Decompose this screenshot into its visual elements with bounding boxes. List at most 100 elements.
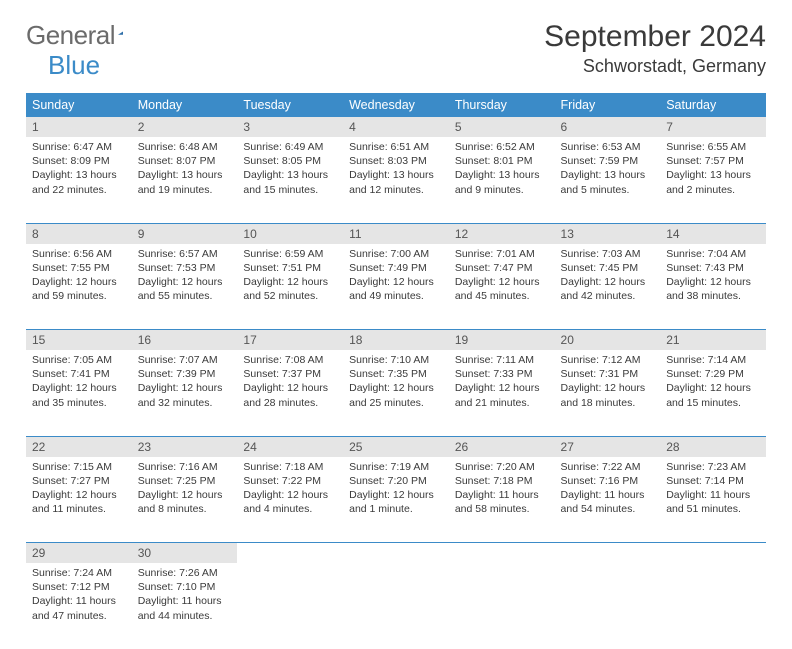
day-number-cell <box>555 543 661 564</box>
day-number-cell: 2 <box>132 117 238 137</box>
weekday-header: Saturday <box>660 93 766 117</box>
day-number-cell: 16 <box>132 330 238 351</box>
day-details: Sunrise: 7:20 AMSunset: 7:18 PMDaylight:… <box>455 460 549 517</box>
day-cell: Sunrise: 7:18 AMSunset: 7:22 PMDaylight:… <box>237 457 343 543</box>
title-block: September 2024 Schworstadt, Germany <box>544 20 766 77</box>
day-details: Sunrise: 6:48 AMSunset: 8:07 PMDaylight:… <box>138 140 232 197</box>
month-title: September 2024 <box>544 20 766 54</box>
day-details: Sunrise: 7:24 AMSunset: 7:12 PMDaylight:… <box>32 566 126 623</box>
day-number-cell: 7 <box>660 117 766 137</box>
weekday-header: Monday <box>132 93 238 117</box>
day-content-row: Sunrise: 7:24 AMSunset: 7:12 PMDaylight:… <box>26 563 766 649</box>
day-content-row: Sunrise: 7:15 AMSunset: 7:27 PMDaylight:… <box>26 457 766 543</box>
day-cell: Sunrise: 6:53 AMSunset: 7:59 PMDaylight:… <box>555 137 661 223</box>
day-number-cell: 11 <box>343 223 449 244</box>
day-cell: Sunrise: 7:04 AMSunset: 7:43 PMDaylight:… <box>660 244 766 330</box>
day-details: Sunrise: 7:16 AMSunset: 7:25 PMDaylight:… <box>138 460 232 517</box>
weekday-header: Thursday <box>449 93 555 117</box>
day-cell: Sunrise: 7:11 AMSunset: 7:33 PMDaylight:… <box>449 350 555 436</box>
logo-text-blue: Blue <box>48 50 100 81</box>
day-number-cell: 29 <box>26 543 132 564</box>
day-cell: Sunrise: 7:22 AMSunset: 7:16 PMDaylight:… <box>555 457 661 543</box>
day-cell: Sunrise: 7:07 AMSunset: 7:39 PMDaylight:… <box>132 350 238 436</box>
day-content-row: Sunrise: 7:05 AMSunset: 7:41 PMDaylight:… <box>26 350 766 436</box>
day-number-cell: 24 <box>237 436 343 457</box>
day-cell: Sunrise: 6:57 AMSunset: 7:53 PMDaylight:… <box>132 244 238 330</box>
day-details: Sunrise: 6:47 AMSunset: 8:09 PMDaylight:… <box>32 140 126 197</box>
weekday-header: Sunday <box>26 93 132 117</box>
day-details: Sunrise: 6:52 AMSunset: 8:01 PMDaylight:… <box>455 140 549 197</box>
day-cell: Sunrise: 6:55 AMSunset: 7:57 PMDaylight:… <box>660 137 766 223</box>
day-number-cell: 1 <box>26 117 132 137</box>
day-cell <box>555 563 661 649</box>
day-number-cell: 5 <box>449 117 555 137</box>
day-cell: Sunrise: 7:00 AMSunset: 7:49 PMDaylight:… <box>343 244 449 330</box>
day-number-cell: 19 <box>449 330 555 351</box>
day-number-row: 2930 <box>26 543 766 564</box>
day-number-cell: 13 <box>555 223 661 244</box>
day-details: Sunrise: 7:08 AMSunset: 7:37 PMDaylight:… <box>243 353 337 410</box>
day-number-cell: 22 <box>26 436 132 457</box>
day-number-cell: 27 <box>555 436 661 457</box>
weekday-header-row: SundayMondayTuesdayWednesdayThursdayFrid… <box>26 93 766 117</box>
day-number-cell: 8 <box>26 223 132 244</box>
day-cell: Sunrise: 7:03 AMSunset: 7:45 PMDaylight:… <box>555 244 661 330</box>
day-number-cell: 28 <box>660 436 766 457</box>
day-details: Sunrise: 7:15 AMSunset: 7:27 PMDaylight:… <box>32 460 126 517</box>
day-cell: Sunrise: 7:08 AMSunset: 7:37 PMDaylight:… <box>237 350 343 436</box>
day-details: Sunrise: 7:23 AMSunset: 7:14 PMDaylight:… <box>666 460 760 517</box>
day-cell: Sunrise: 7:10 AMSunset: 7:35 PMDaylight:… <box>343 350 449 436</box>
day-details: Sunrise: 7:07 AMSunset: 7:39 PMDaylight:… <box>138 353 232 410</box>
day-number-cell <box>237 543 343 564</box>
day-cell: Sunrise: 6:52 AMSunset: 8:01 PMDaylight:… <box>449 137 555 223</box>
location: Schworstadt, Germany <box>544 56 766 77</box>
day-cell: Sunrise: 6:51 AMSunset: 8:03 PMDaylight:… <box>343 137 449 223</box>
day-number-cell: 26 <box>449 436 555 457</box>
day-number-cell: 6 <box>555 117 661 137</box>
weekday-header: Wednesday <box>343 93 449 117</box>
day-details: Sunrise: 7:22 AMSunset: 7:16 PMDaylight:… <box>561 460 655 517</box>
header: General September 2024 Schworstadt, Germ… <box>26 20 766 77</box>
day-details: Sunrise: 7:00 AMSunset: 7:49 PMDaylight:… <box>349 247 443 304</box>
day-number-cell: 3 <box>237 117 343 137</box>
day-details: Sunrise: 6:59 AMSunset: 7:51 PMDaylight:… <box>243 247 337 304</box>
day-cell <box>660 563 766 649</box>
day-details: Sunrise: 7:04 AMSunset: 7:43 PMDaylight:… <box>666 247 760 304</box>
day-cell: Sunrise: 6:59 AMSunset: 7:51 PMDaylight:… <box>237 244 343 330</box>
calendar-table: SundayMondayTuesdayWednesdayThursdayFrid… <box>26 93 766 649</box>
day-number-cell: 25 <box>343 436 449 457</box>
day-details: Sunrise: 7:18 AMSunset: 7:22 PMDaylight:… <box>243 460 337 517</box>
day-number-row: 22232425262728 <box>26 436 766 457</box>
day-number-cell: 18 <box>343 330 449 351</box>
logo-text-gray: General <box>26 20 115 51</box>
day-number-cell: 10 <box>237 223 343 244</box>
day-details: Sunrise: 6:53 AMSunset: 7:59 PMDaylight:… <box>561 140 655 197</box>
day-number-cell: 9 <box>132 223 238 244</box>
day-number-cell <box>343 543 449 564</box>
day-details: Sunrise: 6:49 AMSunset: 8:05 PMDaylight:… <box>243 140 337 197</box>
day-cell: Sunrise: 6:48 AMSunset: 8:07 PMDaylight:… <box>132 137 238 223</box>
day-number-cell: 30 <box>132 543 238 564</box>
day-cell: Sunrise: 7:19 AMSunset: 7:20 PMDaylight:… <box>343 457 449 543</box>
day-cell <box>237 563 343 649</box>
day-details: Sunrise: 6:57 AMSunset: 7:53 PMDaylight:… <box>138 247 232 304</box>
day-cell <box>449 563 555 649</box>
day-number-row: 15161718192021 <box>26 330 766 351</box>
day-number-cell <box>449 543 555 564</box>
day-details: Sunrise: 6:56 AMSunset: 7:55 PMDaylight:… <box>32 247 126 304</box>
day-cell: Sunrise: 6:56 AMSunset: 7:55 PMDaylight:… <box>26 244 132 330</box>
day-number-cell: 17 <box>237 330 343 351</box>
day-number-cell: 4 <box>343 117 449 137</box>
day-details: Sunrise: 6:55 AMSunset: 7:57 PMDaylight:… <box>666 140 760 197</box>
day-content-row: Sunrise: 6:56 AMSunset: 7:55 PMDaylight:… <box>26 244 766 330</box>
day-details: Sunrise: 7:01 AMSunset: 7:47 PMDaylight:… <box>455 247 549 304</box>
day-details: Sunrise: 7:26 AMSunset: 7:10 PMDaylight:… <box>138 566 232 623</box>
day-cell: Sunrise: 7:15 AMSunset: 7:27 PMDaylight:… <box>26 457 132 543</box>
day-details: Sunrise: 7:11 AMSunset: 7:33 PMDaylight:… <box>455 353 549 410</box>
day-details: Sunrise: 6:51 AMSunset: 8:03 PMDaylight:… <box>349 140 443 197</box>
day-cell: Sunrise: 7:23 AMSunset: 7:14 PMDaylight:… <box>660 457 766 543</box>
day-number-cell: 23 <box>132 436 238 457</box>
day-details: Sunrise: 7:05 AMSunset: 7:41 PMDaylight:… <box>32 353 126 410</box>
day-cell: Sunrise: 7:26 AMSunset: 7:10 PMDaylight:… <box>132 563 238 649</box>
day-details: Sunrise: 7:12 AMSunset: 7:31 PMDaylight:… <box>561 353 655 410</box>
